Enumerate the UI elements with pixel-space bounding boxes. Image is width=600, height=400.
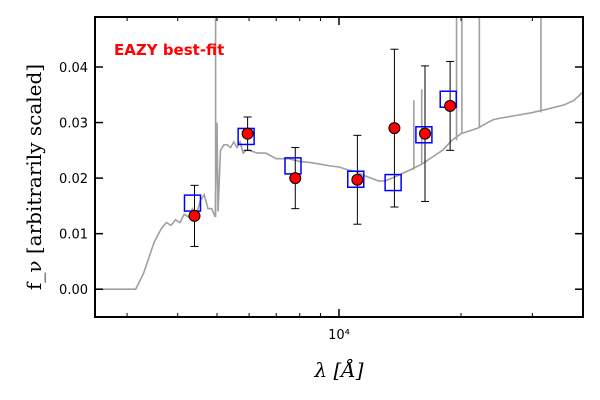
annotation-eazy-best-fit: EAZY best-fit bbox=[114, 41, 224, 59]
ticks-layer: 0.00 0.01 0.02 0.03 0.04 10⁴ bbox=[59, 17, 583, 343]
model-flux-square-4 bbox=[384, 173, 402, 192]
observed-flux-point-5 bbox=[418, 127, 431, 140]
observed-flux-point-0 bbox=[188, 209, 201, 222]
observed-flux-point-2 bbox=[289, 172, 302, 185]
model-flux-square-5 bbox=[415, 126, 433, 144]
y-tick-label-4: 0.04 bbox=[59, 61, 88, 76]
observed-flux-point-6 bbox=[444, 99, 457, 112]
template-spectrum-line bbox=[95, 91, 583, 291]
x-tick-label-0: 10⁴ bbox=[328, 328, 350, 343]
observed-flux-point-4 bbox=[388, 122, 401, 135]
model-flux-square-3 bbox=[347, 170, 365, 188]
y-tick-label-2: 0.02 bbox=[59, 172, 88, 187]
y-tick-label-3: 0.03 bbox=[59, 117, 88, 132]
y-axis-label: f_ν [arbitrarily scaled] bbox=[22, 64, 46, 290]
y-tick-label-0: 0.00 bbox=[59, 283, 88, 298]
series-layer bbox=[95, 17, 583, 291]
x-axis-label: λ [Å] bbox=[313, 357, 363, 382]
y-tick-label-1: 0.01 bbox=[59, 228, 88, 243]
observed-flux-point-3 bbox=[351, 173, 364, 186]
observed-flux-point-1 bbox=[241, 127, 254, 140]
